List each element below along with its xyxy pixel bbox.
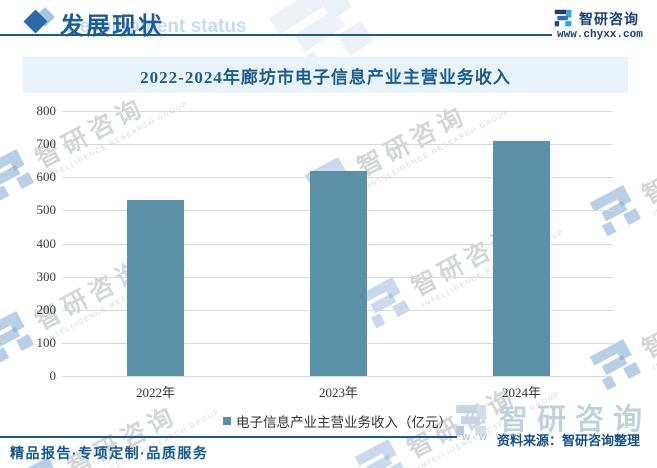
- y-axis-tick-label: 300: [36, 268, 57, 284]
- x-axis-tick-label: 2022年: [135, 385, 175, 400]
- footer-www-text: w w w: [462, 431, 507, 443]
- footer-slogan: 精品报告·专项定制·品质服务: [10, 445, 209, 461]
- bar-2022年: [127, 200, 184, 376]
- brand-url[interactable]: www.chyxx.com: [557, 29, 643, 41]
- header-divider: [0, 34, 552, 36]
- y-axis-tick-label: 700: [36, 136, 57, 152]
- brand-watermark-icon: [456, 405, 487, 436]
- footer-brand-name: 智研咨询: [499, 404, 652, 436]
- y-axis-tick-label: 200: [36, 301, 57, 317]
- legend-marker: [223, 417, 231, 425]
- bar-2023年: [310, 170, 367, 376]
- gridline: [62, 111, 613, 112]
- brand-name: 智研咨询: [579, 10, 639, 27]
- y-axis-tick-label: 100: [36, 334, 57, 350]
- bar-2024年: [493, 141, 550, 376]
- y-axis-tick-label: 600: [36, 169, 57, 185]
- brand-logo-icon: [554, 9, 572, 27]
- y-axis-tick-label: 400: [36, 235, 57, 251]
- x-axis-tick-label: 2023年: [318, 385, 358, 400]
- y-axis-tick-label: 500: [36, 202, 57, 218]
- plot-area: [62, 111, 613, 377]
- gridline: [62, 376, 613, 377]
- data-source: 资料来源：智研咨询整理: [497, 433, 641, 448]
- x-axis-tick-label: 2024年: [501, 385, 541, 400]
- chart-legend: 电子信息产业主营业务收入（亿元）: [62, 411, 613, 431]
- brand-logo: 智研咨询: [553, 8, 639, 29]
- footer-divider: [0, 436, 457, 438]
- y-axis-tick-label: 0: [49, 368, 57, 383]
- section-title-en: Development status: [66, 16, 247, 37]
- y-axis-tick-label: 800: [36, 103, 57, 118]
- footer-brand-watermark: 智研咨询: [453, 402, 651, 440]
- legend-label: 电子信息产业主营业务收入（亿元）: [236, 415, 452, 430]
- gridline: [62, 144, 613, 146]
